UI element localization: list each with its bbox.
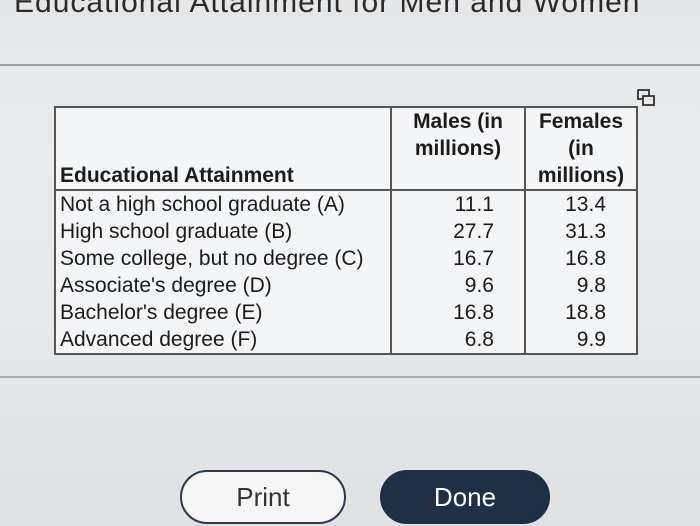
row-label: Not a high school graduate (A) [54, 189, 392, 218]
dialog-title: Educational Attainment for Men and Women [14, 0, 640, 16]
row-females: 18.8 [524, 299, 638, 326]
row-females: 9.9 [524, 326, 638, 355]
divider-top [0, 64, 700, 66]
row-males: 16.8 [390, 299, 526, 326]
table-row: Associate's degree (D) 9.6 9.8 [54, 272, 638, 299]
row-males: 11.1 [390, 189, 526, 218]
row-label: Associate's degree (D) [54, 272, 392, 299]
row-males: 9.6 [390, 272, 526, 299]
row-males: 16.7 [390, 245, 526, 272]
header-attainment: Educational Attainment [54, 106, 392, 191]
print-button[interactable]: Print [180, 470, 346, 524]
row-males: 6.8 [390, 326, 526, 355]
header-males: Males (in millions) [390, 106, 526, 191]
divider-bottom [0, 376, 700, 378]
row-females: 16.8 [524, 245, 638, 272]
dialog-title-strip: Educational Attainment for Men and Women [0, 0, 700, 16]
table-header-row: Educational Attainment Males (in million… [54, 106, 638, 191]
row-label: Some college, but no degree (C) [54, 245, 392, 272]
row-females: 31.3 [524, 218, 638, 245]
row-label: Bachelor's degree (E) [54, 299, 392, 326]
copy-icon[interactable] [636, 88, 656, 108]
row-males: 27.7 [390, 218, 526, 245]
table-row: Not a high school graduate (A) 11.1 13.4 [54, 189, 638, 218]
attainment-table: Educational Attainment Males (in million… [54, 106, 638, 355]
table-row: Some college, but no degree (C) 16.7 16.… [54, 245, 638, 272]
header-females: Females (in millions) [524, 106, 638, 191]
done-button[interactable]: Done [380, 470, 550, 524]
row-females: 9.8 [524, 272, 638, 299]
row-females: 13.4 [524, 189, 638, 218]
row-label: High school graduate (B) [54, 218, 392, 245]
table-row: High school graduate (B) 27.7 31.3 [54, 218, 638, 245]
table-row: Advanced degree (F) 6.8 9.9 [54, 326, 638, 355]
table-row: Bachelor's degree (E) 16.8 18.8 [54, 299, 638, 326]
row-label: Advanced degree (F) [54, 326, 392, 355]
